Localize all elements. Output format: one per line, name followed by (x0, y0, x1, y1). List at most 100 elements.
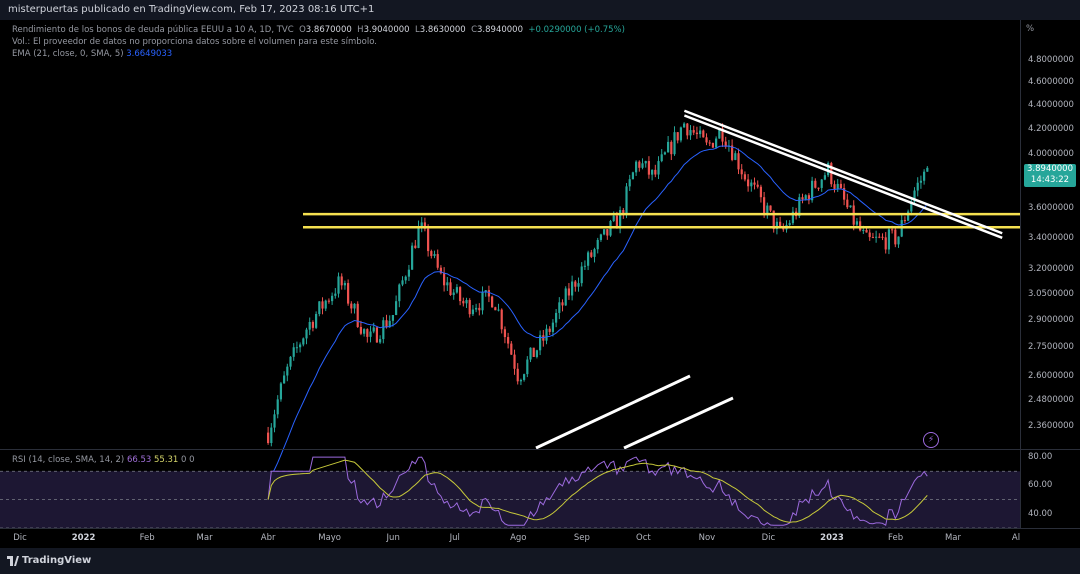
candle-body (289, 356, 292, 367)
candle-body (827, 163, 830, 176)
symbol-title[interactable]: Rendimiento de los bonos de deuda públic… (12, 25, 294, 35)
candle-body (737, 153, 740, 170)
candle-body (747, 179, 750, 187)
candle-body (715, 138, 718, 148)
candle-body (683, 123, 686, 128)
candle-body (926, 167, 929, 172)
time-tick-label: Mar (196, 533, 213, 543)
candle-body (286, 366, 289, 376)
footer-bar (0, 548, 1080, 574)
candle-body (775, 221, 779, 230)
price-tick-label: 2.4800000 (1028, 395, 1074, 406)
candle-body (718, 128, 721, 139)
price-tick-label: 2.3600000 (1028, 421, 1074, 431)
candle-body (308, 321, 311, 330)
rsi-value: 66.53 (126, 455, 152, 465)
ema-value: 3.6649033 (126, 49, 173, 59)
candle-body (919, 180, 923, 183)
candle-body (897, 236, 900, 245)
candle-body (577, 283, 580, 287)
candle-body (564, 288, 567, 306)
candle-body (430, 251, 433, 256)
price-scale[interactable] (1020, 20, 1080, 528)
pane-divider[interactable] (0, 449, 1080, 450)
price-tick-label: 4.6000000 (1028, 76, 1074, 87)
candle-body (836, 183, 839, 189)
candle-body (334, 293, 337, 296)
price-tick-label: 2.6000000 (1028, 371, 1074, 382)
candle-body (404, 276, 407, 281)
candle-body (491, 296, 494, 308)
candle-body (756, 184, 759, 187)
price-tick-label: 3.2000000 (1028, 264, 1074, 275)
candle-body (523, 374, 526, 380)
candle-body (644, 161, 647, 164)
candle-body (660, 154, 663, 162)
candle-body (830, 163, 833, 185)
drawn-channel-line (623, 396, 734, 450)
volume-note: Vol.: El proveedor de datos no proporcio… (12, 37, 377, 47)
price-tick-label: 2.7500000 (1028, 342, 1074, 353)
time-tick-label: Dic (13, 533, 27, 543)
candle-body (583, 265, 587, 267)
ema-label[interactable]: EMA (21, close, 0, SMA, 5) (12, 49, 124, 59)
candle-body (740, 169, 743, 175)
candle-body (359, 326, 363, 334)
candle-body (465, 300, 468, 304)
candle-body (516, 368, 519, 382)
rsi-tick-label: 40.00 (1028, 508, 1053, 519)
candle-body (766, 205, 769, 214)
candle-body (292, 347, 295, 357)
candle-body (817, 187, 820, 189)
low-label: L (414, 25, 420, 35)
candle-body (859, 221, 862, 231)
candle-body (513, 354, 516, 369)
candle-body (279, 383, 283, 400)
candle-body (417, 226, 420, 248)
candle-body (503, 329, 507, 338)
price-tick-label: 4.4000000 (1028, 99, 1074, 110)
time-axis[interactable] (0, 528, 1080, 549)
candle-body (401, 280, 404, 285)
candle-body (497, 309, 500, 311)
candle-body (551, 322, 555, 332)
candle-body (567, 288, 571, 296)
candle-body (324, 300, 327, 309)
rsi-label[interactable]: RSI (14, close, SMA, 14, 2) (12, 455, 125, 465)
chart-legend: Rendimiento de los bonos de deuda públic… (12, 24, 625, 60)
candle-body (884, 237, 887, 250)
candle-body (449, 282, 452, 295)
candle-body (881, 236, 884, 238)
candle-body (823, 175, 827, 180)
candle-body (603, 229, 606, 235)
candle-body (369, 331, 372, 337)
countdown: 14:43:22 (1030, 175, 1070, 185)
candle-body (814, 180, 817, 188)
candle-body (494, 307, 497, 311)
candle-body (311, 321, 315, 328)
candle-body (647, 161, 651, 175)
candle-body (625, 186, 628, 215)
candle-body (519, 379, 523, 382)
high-label: H (357, 25, 364, 35)
time-tick-label: 2022 (71, 533, 96, 543)
candle-body (305, 329, 308, 339)
candle-body (891, 229, 894, 231)
candle-body (596, 239, 599, 250)
candle-body (446, 282, 449, 286)
candle-body (411, 245, 414, 270)
candle-body (673, 132, 676, 155)
lightning-icon[interactable]: ⚡ (923, 432, 939, 448)
candle-body (327, 300, 331, 302)
candle-body (619, 210, 622, 229)
candle-body (753, 182, 756, 185)
rsi-tick-label: 60.00 (1028, 480, 1053, 491)
candle-body (350, 303, 353, 309)
candle-body (855, 221, 859, 225)
candle-body (353, 303, 356, 309)
candle-body (615, 215, 619, 229)
candle-body (372, 327, 375, 332)
time-tick-label: Ago (510, 533, 527, 543)
candle-body (599, 234, 603, 240)
